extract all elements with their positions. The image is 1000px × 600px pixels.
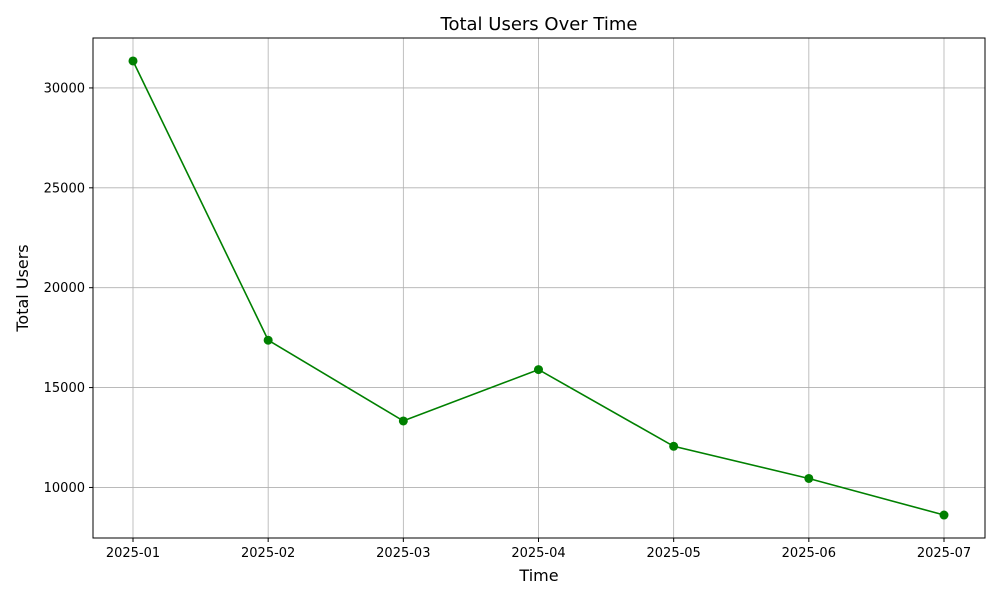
y-tick-label: 10000 [44, 481, 85, 496]
x-tick-label: 2025-02 [241, 546, 295, 561]
x-tick-label: 2025-04 [511, 546, 565, 561]
chart-title: Total Users Over Time [440, 14, 638, 35]
x-tick-label: 2025-07 [917, 546, 971, 561]
y-tick-label: 20000 [44, 281, 85, 296]
grid [93, 38, 985, 538]
data-point [128, 56, 138, 66]
x-axis-label: Time [518, 566, 558, 585]
x-tick-label: 2025-03 [376, 546, 430, 561]
y-axis-label: Total Users [13, 244, 32, 332]
data-point [398, 416, 408, 426]
x-tick-label: 2025-06 [782, 546, 836, 561]
y-tick-label: 25000 [44, 181, 85, 196]
y-tick-label: 15000 [44, 381, 85, 396]
data-point [263, 335, 273, 345]
x-tick-label: 2025-05 [647, 546, 701, 561]
data-point [804, 473, 814, 483]
ticks: 2025-01 2025-02 2025-03 2025-04 2025-05 2025-… [44, 81, 972, 561]
data-point [534, 365, 543, 375]
data-point [939, 510, 949, 520]
data-point [669, 441, 679, 451]
series-layer [128, 56, 949, 520]
y-tick-label: 30000 [44, 81, 85, 96]
x-tick-label: 2025-01 [106, 546, 160, 561]
